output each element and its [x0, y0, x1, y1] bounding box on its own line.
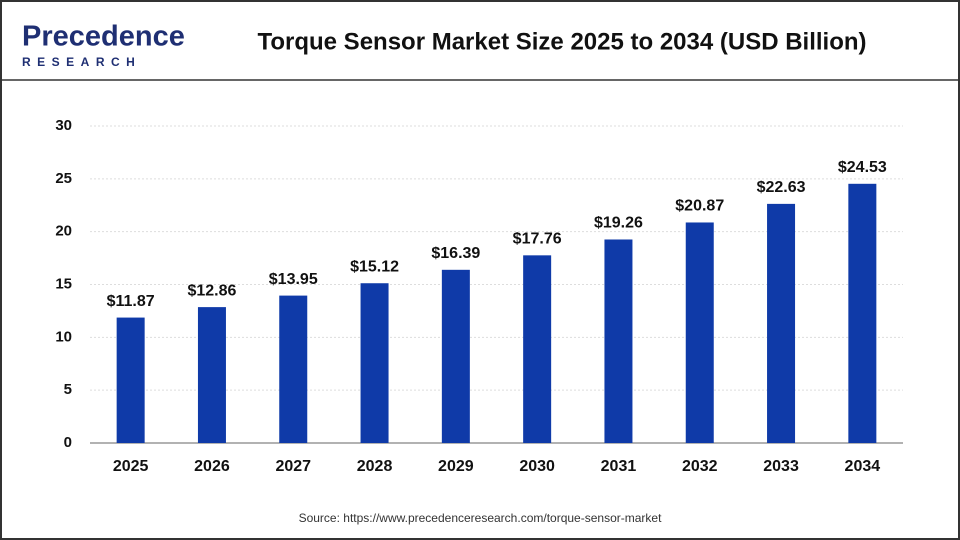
logo-name: Precedence: [22, 21, 185, 53]
bar: [604, 239, 633, 443]
value-label: $22.63: [757, 179, 806, 196]
x-tick-label: 2025: [113, 458, 149, 475]
source-note: Source: https://www.precedenceresearch.c…: [299, 511, 662, 525]
logo-tagline: RESEARCH: [22, 55, 141, 69]
y-tick-label: 30: [55, 117, 72, 134]
x-tick-label: 2029: [438, 458, 474, 475]
bar: [116, 317, 145, 443]
value-label: $16.39: [431, 245, 480, 262]
x-tick-label: 2027: [275, 458, 311, 475]
y-tick-label: 25: [55, 170, 72, 187]
bar: [685, 222, 714, 443]
value-label: $13.95: [269, 271, 318, 288]
value-label: $24.53: [838, 159, 887, 176]
y-tick-label: 20: [55, 223, 72, 240]
value-label: $12.86: [187, 282, 236, 299]
bar: [360, 283, 389, 443]
bar: [523, 255, 552, 443]
chart-title: Torque Sensor Market Size 2025 to 2034 (…: [257, 28, 866, 55]
x-tick-label: 2034: [845, 458, 881, 475]
value-label: $11.87: [107, 293, 155, 310]
x-tick-label: 2028: [357, 458, 393, 475]
x-tick-label: 2026: [194, 458, 230, 475]
bar: [848, 183, 877, 443]
x-tick-label: 2032: [682, 458, 718, 475]
value-label: $17.76: [513, 231, 562, 248]
value-label: $15.12: [350, 258, 399, 275]
y-tick-label: 15: [55, 275, 72, 292]
x-tick-label: 2031: [601, 458, 637, 475]
value-label: $20.87: [675, 198, 724, 215]
x-tick-label: 2033: [763, 458, 799, 475]
bar: [279, 295, 308, 443]
bar: [441, 269, 470, 443]
x-tick-label: 2030: [519, 458, 555, 475]
value-label: $19.26: [594, 215, 643, 232]
y-tick-label: 0: [64, 434, 72, 451]
y-tick-label: 10: [55, 328, 72, 345]
bar: [767, 203, 796, 443]
bar: [197, 307, 226, 443]
y-tick-label: 5: [64, 381, 72, 398]
